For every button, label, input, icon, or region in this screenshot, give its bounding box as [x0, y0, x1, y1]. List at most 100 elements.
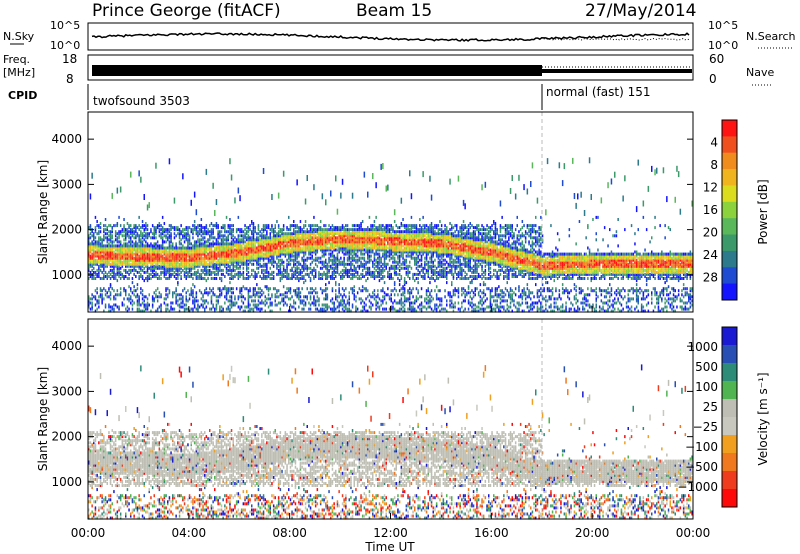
echo-cell: [165, 303, 167, 307]
echo-cell: [272, 287, 275, 291]
echo-cell: [269, 248, 271, 252]
echo-cell: [308, 250, 310, 254]
echo-cell: [417, 281, 419, 285]
echo-cell: [104, 228, 107, 232]
echo-cell: [210, 246, 213, 250]
echo-cell: [178, 268, 181, 272]
echo-cell: [410, 193, 413, 200]
echo-cell: [313, 244, 315, 248]
echo-cell: [126, 264, 129, 268]
echo-cell: [113, 289, 115, 293]
echo-cell: [239, 252, 241, 256]
echo-cell: [422, 171, 424, 178]
echo-cell: [130, 254, 132, 258]
echo-cell: [227, 256, 229, 260]
echo-cell: [94, 236, 97, 240]
echo-cell: [308, 301, 310, 305]
echo-cell: [99, 293, 102, 297]
echo-cell: [395, 260, 397, 264]
echo-cell: [281, 262, 283, 266]
echo-cell: [96, 246, 98, 250]
echo-cell: [202, 230, 204, 234]
echo-cell: [247, 299, 250, 303]
echo-cell: [239, 291, 241, 295]
echo-cell: [350, 277, 352, 280]
echo-cell: [135, 224, 137, 228]
echo-cell: [296, 270, 298, 274]
echo-cell: [256, 246, 258, 250]
echo-cell: [93, 250, 95, 254]
echo-cell: [294, 258, 297, 262]
echo-cell: [172, 252, 174, 256]
echo-cell: [183, 232, 186, 236]
echo-cell: [217, 262, 219, 266]
echo-cell: [96, 242, 98, 246]
echo-cell: [398, 283, 401, 287]
echo-cell: [252, 234, 255, 238]
echo-cell: [178, 266, 181, 270]
echo-cell: [262, 236, 265, 240]
echo-cell: [165, 234, 167, 238]
echo-cell: [392, 260, 394, 264]
echo-cell: [259, 240, 261, 244]
echo-cell: [192, 283, 194, 287]
echo-cell: [88, 305, 90, 309]
echo-cell: [355, 295, 357, 299]
echo-cell: [289, 287, 292, 291]
echo-cell: [314, 252, 317, 256]
echo-cell: [188, 262, 191, 266]
echo-cell: [182, 268, 184, 272]
echo-cell: [355, 228, 357, 232]
echo-cell: [135, 254, 137, 258]
echo-cell: [219, 260, 221, 264]
echo-cell: [424, 297, 426, 301]
echo-cell: [88, 246, 90, 250]
echo-cell: [146, 246, 149, 250]
echo-cell: [116, 250, 119, 254]
echo-cell: [156, 277, 159, 280]
echo-cell: [414, 272, 416, 276]
echo-cell: [264, 264, 266, 268]
echo-cell: [427, 226, 429, 230]
echo-cell: [286, 250, 288, 254]
echo-cell: [321, 260, 324, 264]
echo-cell: [291, 232, 293, 236]
echo-cell: [99, 230, 102, 234]
echo-cell: [214, 246, 216, 250]
echo-cell: [259, 246, 261, 250]
echo-cell: [109, 246, 112, 250]
echo-cell: [261, 236, 263, 240]
echo-cell: [405, 254, 408, 258]
echo-cell: [235, 272, 238, 276]
echo-cell: [172, 272, 174, 276]
echo-cell: [309, 279, 312, 283]
echo-cell: [288, 248, 290, 252]
echo-cell: [409, 301, 411, 305]
echo-cell: [239, 270, 241, 274]
echo-cell: [148, 293, 150, 297]
echo-cell: [151, 250, 154, 254]
echo-cell: [274, 234, 276, 238]
echo-cell: [281, 297, 283, 301]
echo-cell: [119, 232, 122, 236]
echo-cell: [274, 244, 276, 248]
echo-cell: [294, 226, 297, 230]
echo-cell: [311, 272, 313, 276]
echo-cell: [192, 309, 194, 313]
echo-cell: [212, 240, 214, 244]
echo-cell: [314, 307, 317, 311]
echo-cell: [382, 299, 384, 303]
echo-cell: [301, 264, 303, 268]
echo-cell: [150, 250, 152, 254]
echo-cell: [150, 236, 152, 240]
echo-cell: [91, 242, 93, 246]
echo-cell: [98, 258, 100, 262]
echo-cell: [133, 260, 135, 264]
echo-cell: [252, 287, 255, 291]
echo-cell: [168, 260, 171, 264]
echo-cell: [277, 268, 280, 272]
echo-cell: [338, 287, 340, 291]
echo-cell: [246, 260, 248, 264]
echo-cell: [282, 234, 285, 238]
echo-cell: [224, 230, 226, 234]
